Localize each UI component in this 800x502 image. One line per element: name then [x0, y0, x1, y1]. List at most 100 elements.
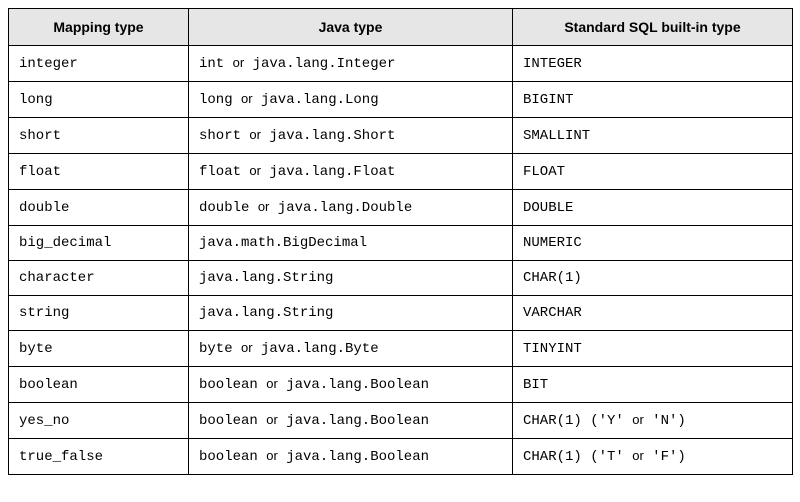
cell-mapping: integer: [9, 46, 189, 82]
java-pre: int: [199, 56, 224, 72]
java-post: java.lang.Double: [278, 200, 412, 216]
table-row: doubledouble or java.lang.DoubleDOUBLE: [9, 190, 793, 226]
cell-java: java.math.BigDecimal: [189, 226, 513, 261]
java-conj: or: [249, 163, 261, 178]
java-pre: java.math.BigDecimal: [199, 235, 367, 251]
cell-sql: BIGINT: [513, 82, 793, 118]
col-header-sql: Standard SQL built-in type: [513, 9, 793, 46]
sql-a: NUMERIC: [523, 235, 582, 251]
cell-sql: INTEGER: [513, 46, 793, 82]
type-mapping-table: Mapping type Java type Standard SQL buil…: [8, 8, 793, 475]
sql-a: FLOAT: [523, 164, 565, 180]
sql-a: CHAR(1) ('T': [523, 449, 632, 465]
java-conj: or: [258, 199, 270, 214]
cell-java: boolean or java.lang.Boolean: [189, 439, 513, 475]
java-post: java.lang.Integer: [253, 56, 396, 72]
cell-mapping: yes_no: [9, 403, 189, 439]
java-conj: or: [241, 91, 253, 106]
java-pre: boolean: [199, 449, 258, 465]
cell-sql: SMALLINT: [513, 118, 793, 154]
cell-mapping: boolean: [9, 367, 189, 403]
sql-a: DOUBLE: [523, 200, 573, 216]
table-row: bytebyte or java.lang.ByteTINYINT: [9, 331, 793, 367]
cell-java: byte or java.lang.Byte: [189, 331, 513, 367]
cell-sql: BIT: [513, 367, 793, 403]
cell-java: short or java.lang.Short: [189, 118, 513, 154]
java-pre: java.lang.String: [199, 270, 333, 286]
sql-a: TINYINT: [523, 341, 582, 357]
cell-mapping: true_false: [9, 439, 189, 475]
sql-conj: or: [632, 448, 644, 463]
sql-b: 'N'): [644, 413, 686, 429]
cell-mapping: big_decimal: [9, 226, 189, 261]
table-row: floatfloat or java.lang.FloatFLOAT: [9, 154, 793, 190]
cell-mapping: long: [9, 82, 189, 118]
java-post: java.lang.Boolean: [286, 413, 429, 429]
sql-a: CHAR(1) ('Y': [523, 413, 632, 429]
java-pre: long: [199, 92, 233, 108]
cell-java: boolean or java.lang.Boolean: [189, 367, 513, 403]
cell-mapping: byte: [9, 331, 189, 367]
java-conj: or: [249, 127, 261, 142]
java-post: java.lang.Float: [269, 164, 395, 180]
java-conj: or: [266, 412, 278, 427]
java-pre: short: [199, 128, 241, 144]
java-conj: or: [233, 55, 245, 70]
cell-sql: NUMERIC: [513, 226, 793, 261]
cell-mapping: float: [9, 154, 189, 190]
java-pre: float: [199, 164, 241, 180]
java-pre: byte: [199, 341, 233, 357]
sql-a: CHAR(1): [523, 270, 582, 286]
cell-sql: CHAR(1): [513, 261, 793, 296]
java-conj: or: [266, 448, 278, 463]
java-pre: double: [199, 200, 249, 216]
sql-a: SMALLINT: [523, 128, 590, 144]
cell-mapping: double: [9, 190, 189, 226]
table-row: big_decimal java.math.BigDecimal NUMERIC: [9, 226, 793, 261]
table-row: yes_noboolean or java.lang.BooleanCHAR(1…: [9, 403, 793, 439]
sql-a: VARCHAR: [523, 305, 582, 321]
java-pre: boolean: [199, 377, 258, 393]
cell-java: java.lang.String: [189, 296, 513, 331]
java-post: java.lang.Byte: [261, 341, 379, 357]
cell-java: long or java.lang.Long: [189, 82, 513, 118]
java-conj: or: [266, 376, 278, 391]
col-header-mapping: Mapping type: [9, 9, 189, 46]
cell-java: boolean or java.lang.Boolean: [189, 403, 513, 439]
table-header: Mapping type Java type Standard SQL buil…: [9, 9, 793, 46]
java-post: java.lang.Long: [261, 92, 379, 108]
table-row: booleanboolean or java.lang.BooleanBIT: [9, 367, 793, 403]
cell-mapping: string: [9, 296, 189, 331]
cell-sql: TINYINT: [513, 331, 793, 367]
sql-a: INTEGER: [523, 56, 582, 72]
cell-sql: CHAR(1) ('T' or 'F'): [513, 439, 793, 475]
sql-a: BIGINT: [523, 92, 573, 108]
table-row: string java.lang.String VARCHAR: [9, 296, 793, 331]
java-post: java.lang.Boolean: [286, 449, 429, 465]
table-row: character java.lang.String CHAR(1): [9, 261, 793, 296]
java-conj: or: [241, 340, 253, 355]
java-post: java.lang.Short: [269, 128, 395, 144]
java-pre: java.lang.String: [199, 305, 333, 321]
col-header-java: Java type: [189, 9, 513, 46]
cell-java: int or java.lang.Integer: [189, 46, 513, 82]
cell-sql: CHAR(1) ('Y' or 'N'): [513, 403, 793, 439]
java-post: java.lang.Boolean: [286, 377, 429, 393]
table-row: true_falseboolean or java.lang.BooleanCH…: [9, 439, 793, 475]
table-row: longlong or java.lang.LongBIGINT: [9, 82, 793, 118]
sql-b: 'F'): [644, 449, 686, 465]
cell-mapping: character: [9, 261, 189, 296]
cell-sql: DOUBLE: [513, 190, 793, 226]
cell-sql: VARCHAR: [513, 296, 793, 331]
java-pre: boolean: [199, 413, 258, 429]
table-row: integerint or java.lang.IntegerINTEGER: [9, 46, 793, 82]
sql-a: BIT: [523, 377, 548, 393]
cell-mapping: short: [9, 118, 189, 154]
cell-sql: FLOAT: [513, 154, 793, 190]
cell-java: java.lang.String: [189, 261, 513, 296]
table-body: integerint or java.lang.IntegerINTEGERlo…: [9, 46, 793, 475]
cell-java: float or java.lang.Float: [189, 154, 513, 190]
cell-java: double or java.lang.Double: [189, 190, 513, 226]
table-row: shortshort or java.lang.ShortSMALLINT: [9, 118, 793, 154]
sql-conj: or: [632, 412, 644, 427]
